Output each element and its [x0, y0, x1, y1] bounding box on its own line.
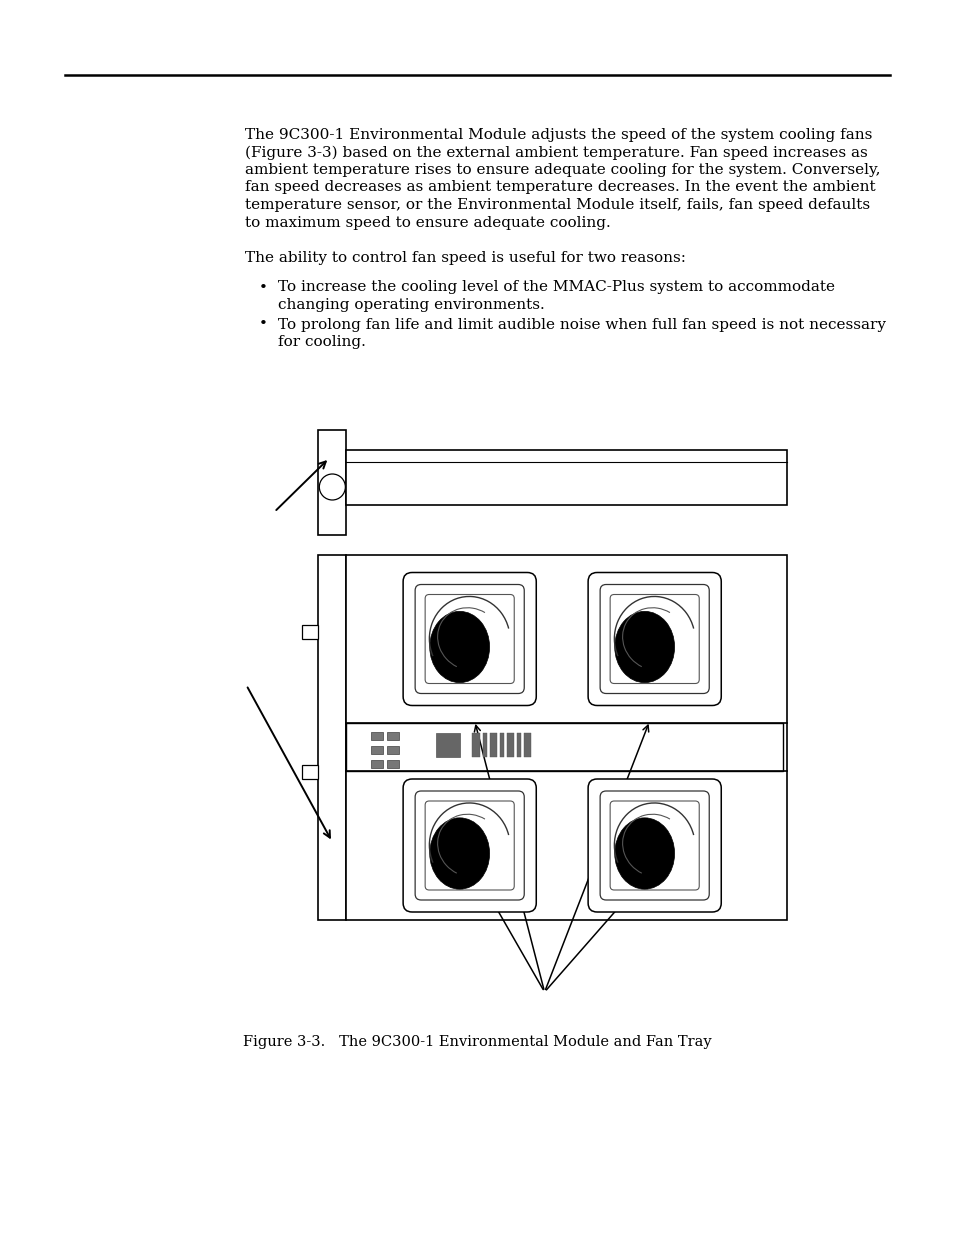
Text: fan speed decreases as ambient temperature decreases. In the event the ambient: fan speed decreases as ambient temperatu…: [245, 180, 875, 194]
Bar: [489, 734, 496, 757]
Bar: [523, 734, 530, 757]
Bar: [387, 732, 399, 740]
Text: Figure 3-3.   The 9C300-1 Environmental Module and Fan Tray: Figure 3-3. The 9C300-1 Environmental Mo…: [242, 1035, 711, 1049]
FancyBboxPatch shape: [415, 790, 524, 900]
Text: The ability to control fan speed is useful for two reasons:: The ability to control fan speed is usef…: [245, 251, 685, 266]
Text: temperature sensor, or the Environmental Module itself, fails, fan speed default: temperature sensor, or the Environmental…: [245, 198, 869, 212]
FancyBboxPatch shape: [599, 584, 708, 694]
FancyBboxPatch shape: [403, 779, 536, 911]
Bar: [436, 734, 460, 757]
Text: •: •: [258, 317, 267, 331]
Bar: [516, 734, 520, 757]
Text: ambient temperature rises to ensure adequate cooling for the system. Conversely,: ambient temperature rises to ensure adeq…: [245, 163, 880, 177]
Bar: [346, 555, 786, 920]
FancyBboxPatch shape: [587, 573, 720, 705]
FancyBboxPatch shape: [610, 594, 699, 683]
Text: To prolong fan life and limit audible noise when full fan speed is not necessary: To prolong fan life and limit audible no…: [278, 317, 885, 331]
FancyBboxPatch shape: [599, 790, 708, 900]
Text: to maximum speed to ensure adequate cooling.: to maximum speed to ensure adequate cool…: [245, 215, 610, 230]
FancyBboxPatch shape: [425, 802, 514, 890]
Bar: [371, 732, 383, 740]
Ellipse shape: [614, 818, 674, 889]
Bar: [482, 734, 486, 757]
Bar: [302, 625, 318, 638]
Ellipse shape: [429, 818, 489, 889]
Text: The 9C300-1 Environmental Module adjusts the speed of the system cooling fans: The 9C300-1 Environmental Module adjusts…: [245, 128, 872, 142]
Circle shape: [319, 474, 345, 500]
FancyBboxPatch shape: [587, 779, 720, 911]
Text: To increase the cooling level of the MMAC-Plus system to accommodate: To increase the cooling level of the MMA…: [278, 280, 835, 294]
Bar: [371, 760, 383, 768]
Ellipse shape: [614, 611, 674, 683]
Ellipse shape: [429, 611, 489, 683]
FancyBboxPatch shape: [403, 573, 536, 705]
Bar: [499, 734, 503, 757]
Bar: [371, 746, 383, 755]
Text: for cooling.: for cooling.: [278, 335, 366, 350]
Bar: [318, 430, 346, 535]
FancyBboxPatch shape: [415, 584, 524, 694]
Bar: [346, 450, 786, 505]
Text: •: •: [258, 280, 267, 294]
Bar: [472, 734, 479, 757]
Bar: [506, 734, 513, 757]
FancyBboxPatch shape: [425, 594, 514, 683]
Text: changing operating environments.: changing operating environments.: [278, 298, 544, 312]
Bar: [318, 555, 346, 920]
Bar: [302, 764, 318, 779]
Bar: [387, 746, 399, 755]
Text: (Figure 3-3) based on the external ambient temperature. Fan speed increases as: (Figure 3-3) based on the external ambie…: [245, 146, 867, 159]
Bar: [387, 760, 399, 768]
Bar: [346, 722, 782, 771]
FancyBboxPatch shape: [610, 802, 699, 890]
